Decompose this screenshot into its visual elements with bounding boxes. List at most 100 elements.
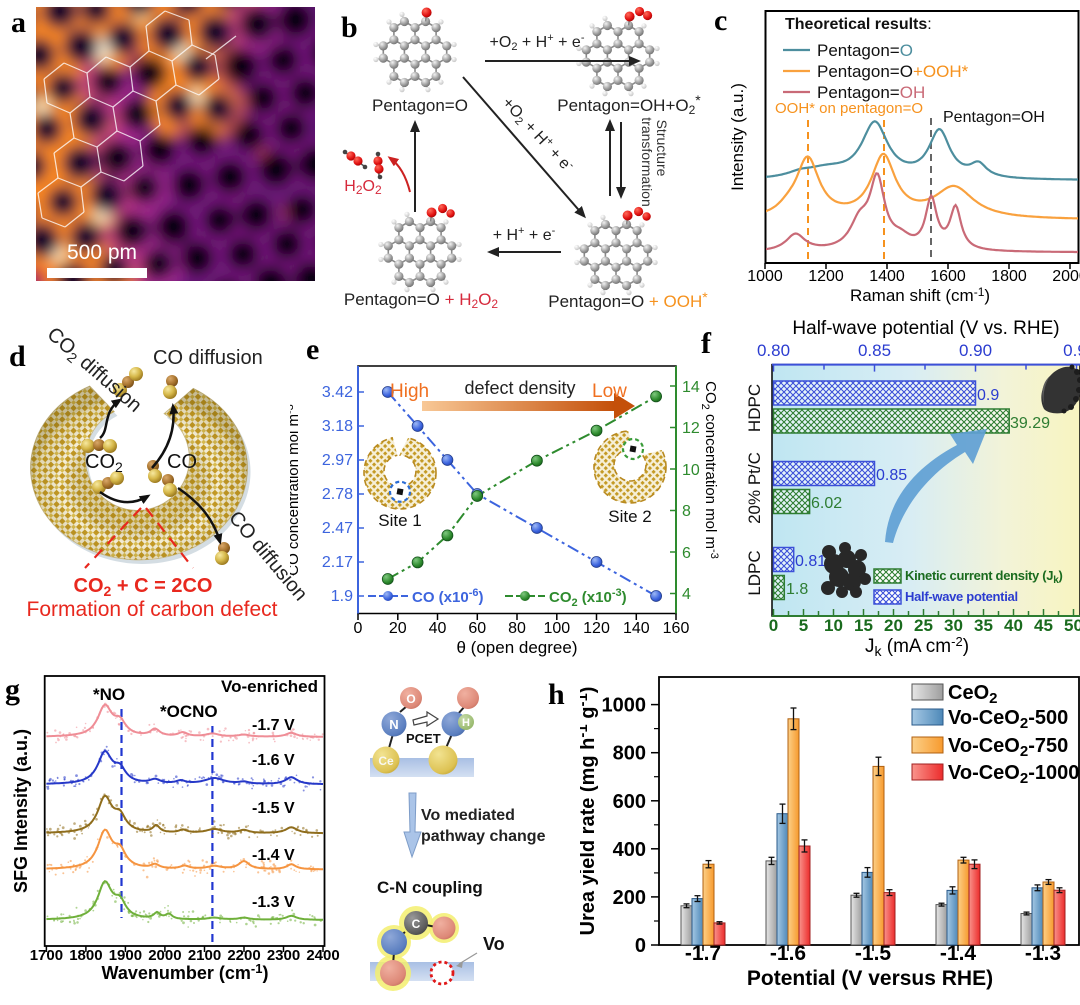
svg-text:20% Pt/C: 20% Pt/C (745, 452, 764, 524)
svg-text:Urea yield rate (mg h-1 g-1): Urea yield rate (mg h-1 g-1) (580, 687, 599, 936)
svg-text:15: 15 (854, 616, 873, 635)
svg-text:25: 25 (914, 616, 933, 635)
svg-text:CO concentration mol m-3: CO concentration mol m-3 (290, 404, 302, 576)
svg-text:0.9: 0.9 (977, 387, 999, 404)
svg-text:N: N (389, 717, 398, 732)
svg-text:3.18: 3.18 (322, 418, 353, 435)
svg-text:Kinetic current density (Jk): Kinetic current density (Jk) (905, 568, 1063, 586)
svg-text:-1.6 V: -1.6 V (252, 752, 295, 769)
svg-text:transformation: transformation (639, 117, 655, 206)
svg-text:14: 14 (682, 379, 700, 396)
svg-text:CO (x10-6): CO (x10-6) (412, 587, 483, 606)
svg-text:CO: CO (167, 451, 197, 473)
svg-text:200: 200 (613, 887, 646, 909)
svg-text:35: 35 (974, 616, 993, 635)
svg-text:600: 600 (613, 791, 646, 813)
svg-text:Vo-CeO2-500: Vo-CeO2-500 (948, 707, 1068, 732)
svg-text:C: C (412, 917, 421, 931)
svg-text:Pentagon=O + H2O2: Pentagon=O + H2O2 (344, 290, 499, 311)
svg-text:1900: 1900 (109, 947, 142, 964)
svg-text:1000: 1000 (747, 268, 783, 285)
svg-text:+ H+ + e-: + H+ + e- (493, 225, 556, 244)
svg-text:2400: 2400 (306, 947, 339, 964)
svg-text:0.9: 0.9 (1063, 341, 1080, 360)
svg-text:Vo-CeO2-1000: Vo-CeO2-1000 (948, 762, 1079, 787)
svg-text:O: O (406, 692, 415, 706)
svg-text:Pentagon=OH: Pentagon=OH (943, 109, 1045, 126)
svg-text:30: 30 (944, 616, 963, 635)
svg-text:Structure: Structure (654, 120, 670, 177)
svg-text:Half-wave potential (V vs. RHE: Half-wave potential (V vs. RHE) (792, 320, 1059, 339)
svg-text:Theoretical results:: Theoretical results: (785, 16, 932, 33)
svg-text:CO2: CO2 (85, 451, 123, 475)
svg-text:6.02: 6.02 (811, 495, 842, 512)
svg-text:40: 40 (429, 620, 447, 637)
svg-text:Pentagon=O: Pentagon=O (372, 96, 468, 115)
svg-text:CO2 + C = 2CO: CO2 + C = 2CO (74, 575, 213, 599)
svg-text:6: 6 (682, 545, 691, 562)
svg-text:-1.7: -1.7 (685, 942, 721, 965)
svg-text:0: 0 (635, 935, 646, 957)
svg-text:Raman shift (cm-1): Raman shift (cm-1) (850, 285, 990, 305)
svg-text:60: 60 (468, 620, 486, 637)
svg-text:C-N coupling: C-N coupling (377, 878, 483, 897)
svg-text:Jk (mA cm-2): Jk (mA cm-2) (865, 634, 969, 659)
svg-text:Wavenumber (cm-1): Wavenumber (cm-1) (102, 961, 269, 983)
svg-text:Site 2: Site 2 (608, 507, 651, 526)
svg-text:1700: 1700 (30, 947, 63, 964)
svg-text:Intensity (a.u.): Intensity (a.u.) (728, 83, 747, 191)
svg-text:-1.5 V: -1.5 V (252, 800, 295, 817)
svg-text:-1.3: -1.3 (1025, 942, 1061, 965)
svg-text:Potential (V versus RHE): Potential (V versus RHE) (747, 967, 993, 990)
svg-text:5: 5 (799, 616, 808, 635)
svg-text:0.85: 0.85 (876, 467, 907, 484)
svg-text:0.85: 0.85 (858, 341, 891, 360)
svg-text:-1.4: -1.4 (940, 942, 977, 965)
svg-text:Vo-CeO2-750: Vo-CeO2-750 (948, 735, 1068, 760)
svg-text:Vo mediated: Vo mediated (421, 807, 515, 824)
svg-text:10: 10 (824, 616, 843, 635)
svg-text:Low: Low (592, 381, 627, 402)
svg-text:2000: 2000 (1052, 268, 1080, 285)
svg-text:-1.6: -1.6 (770, 942, 806, 965)
svg-text:160: 160 (663, 620, 690, 637)
svg-text:Pentagon=OH: Pentagon=OH (817, 83, 925, 102)
svg-text:Formation of carbon defect: Formation of carbon defect (27, 598, 278, 621)
svg-text:100: 100 (543, 620, 570, 637)
svg-text:Pentagon=O + OOH*: Pentagon=O + OOH* (548, 289, 708, 311)
svg-text:10: 10 (682, 462, 700, 479)
svg-text:1800: 1800 (991, 268, 1027, 285)
svg-text:1.8: 1.8 (786, 581, 808, 598)
svg-text:*NO: *NO (93, 685, 125, 704)
svg-text:1.9: 1.9 (331, 588, 353, 605)
svg-text:-1.3 V: -1.3 V (252, 894, 295, 911)
svg-text:1400: 1400 (869, 268, 905, 285)
svg-text:20: 20 (389, 620, 407, 637)
svg-text:2100: 2100 (188, 947, 221, 964)
svg-text:120: 120 (583, 620, 610, 637)
svg-text:0.80: 0.80 (757, 341, 790, 360)
svg-text:50: 50 (1064, 616, 1080, 635)
svg-text:-1.4 V: -1.4 V (252, 847, 295, 864)
svg-text:+O2 + H+ + e-: +O2 + H+ + e- (490, 32, 585, 53)
svg-text:0: 0 (769, 616, 778, 635)
svg-text:HDPC: HDPC (745, 384, 764, 432)
svg-text:3.42: 3.42 (322, 384, 353, 401)
svg-text:800: 800 (613, 743, 646, 765)
svg-text:LDPC: LDPC (745, 550, 764, 595)
svg-text:2000: 2000 (148, 947, 181, 964)
svg-text:1000: 1000 (602, 695, 647, 717)
svg-text:2.17: 2.17 (322, 554, 353, 571)
svg-text:-1.7 V: -1.7 V (252, 717, 295, 734)
svg-text:0.90: 0.90 (959, 341, 992, 360)
svg-text:Half-wave potential: Half-wave potential (905, 589, 1018, 604)
svg-text:40: 40 (1004, 616, 1023, 635)
svg-text:1200: 1200 (808, 268, 844, 285)
svg-text:Pentagon=O: Pentagon=O (817, 41, 913, 60)
svg-text:defect density: defect density (464, 378, 575, 398)
svg-text:2200: 2200 (227, 947, 260, 964)
svg-text:2.78: 2.78 (322, 486, 353, 503)
svg-text:θ (open degree): θ (open degree) (457, 638, 578, 657)
svg-text:OOH* on pentagon=O: OOH* on pentagon=O (775, 100, 923, 117)
svg-text:SFG Intensity (a.u.): SFG Intensity (a.u.) (11, 729, 31, 893)
